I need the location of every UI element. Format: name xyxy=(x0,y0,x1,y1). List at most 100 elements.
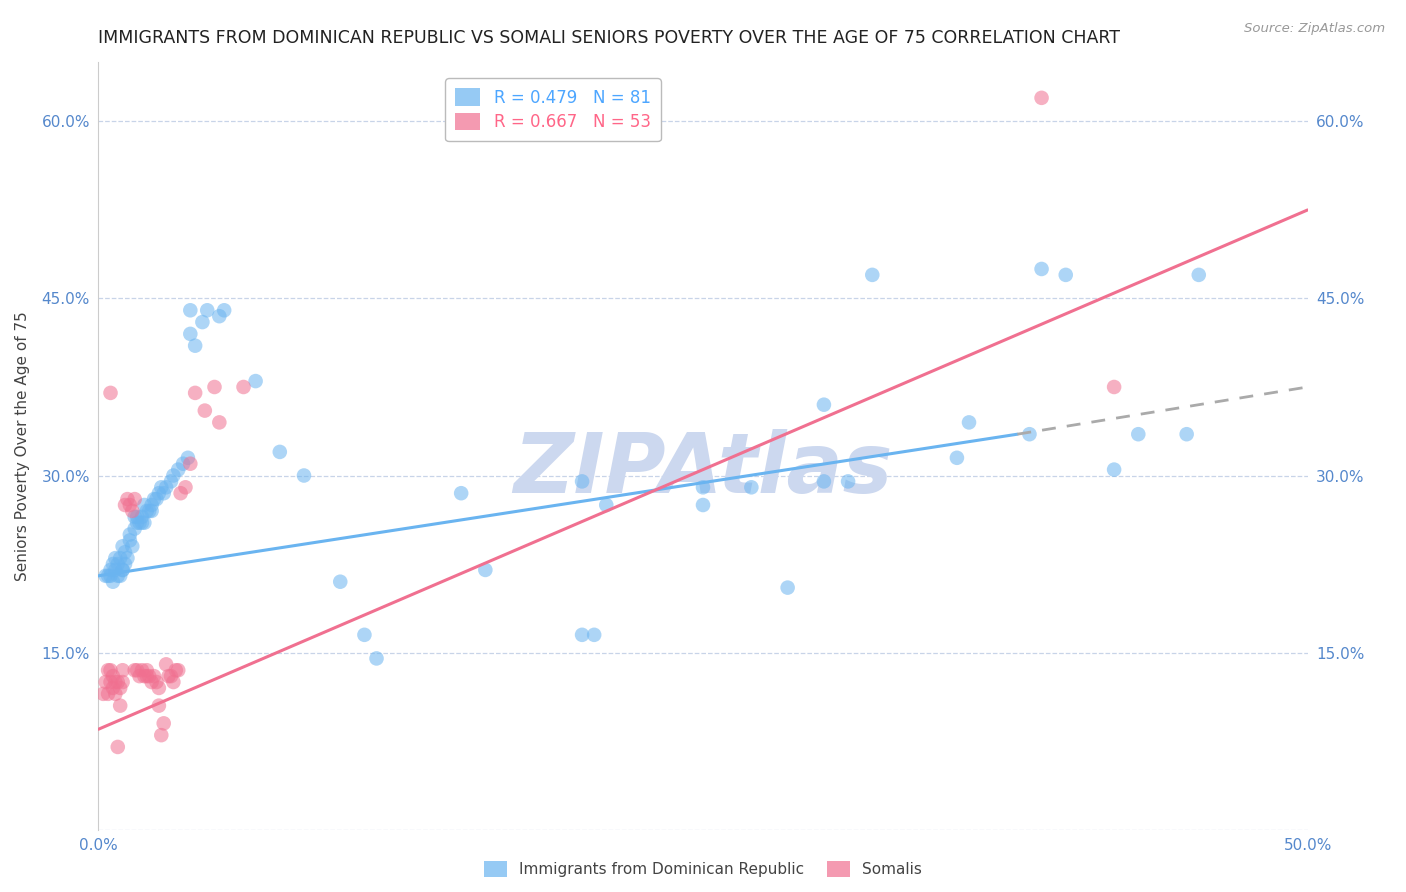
Point xyxy=(107,739,129,754)
Point xyxy=(167,663,190,677)
Point xyxy=(111,675,134,690)
Point xyxy=(145,492,167,507)
Point xyxy=(135,669,157,683)
Point xyxy=(94,675,117,690)
Point xyxy=(135,663,157,677)
Point xyxy=(571,628,593,642)
Point xyxy=(208,309,231,323)
Point xyxy=(474,563,496,577)
Point xyxy=(353,628,375,642)
Point xyxy=(160,669,183,683)
Point xyxy=(1102,380,1125,394)
Point xyxy=(167,462,190,476)
Point xyxy=(232,380,254,394)
Point xyxy=(148,681,170,695)
Point xyxy=(94,569,117,583)
Point xyxy=(1031,262,1053,277)
Point xyxy=(97,663,120,677)
Point xyxy=(177,450,200,465)
Legend: Immigrants from Dominican Republic, Somalis: Immigrants from Dominican Republic, Soma… xyxy=(478,855,928,883)
Point xyxy=(152,486,174,500)
Point xyxy=(813,475,835,489)
Point xyxy=(100,663,122,677)
Point xyxy=(111,563,134,577)
Point xyxy=(148,486,170,500)
Point xyxy=(165,663,187,677)
Point xyxy=(127,663,149,677)
Point xyxy=(194,403,217,417)
Point xyxy=(108,681,131,695)
Point xyxy=(101,669,124,683)
Point xyxy=(1128,427,1150,442)
Point xyxy=(127,516,149,530)
Point xyxy=(134,669,156,683)
Point xyxy=(329,574,352,589)
Point xyxy=(111,539,134,553)
Point xyxy=(141,498,163,512)
Point xyxy=(169,486,191,500)
Point xyxy=(117,551,139,566)
Point xyxy=(174,480,197,494)
Point xyxy=(124,509,146,524)
Point xyxy=(114,557,136,571)
Y-axis label: Seniors Poverty Over the Age of 75: Seniors Poverty Over the Age of 75 xyxy=(15,311,31,581)
Point xyxy=(135,504,157,518)
Point xyxy=(191,315,214,329)
Point xyxy=(141,504,163,518)
Point xyxy=(179,326,201,341)
Point xyxy=(100,569,122,583)
Point xyxy=(143,669,166,683)
Point xyxy=(91,687,114,701)
Point xyxy=(1054,268,1077,282)
Point xyxy=(195,303,218,318)
Point xyxy=(595,498,617,512)
Point xyxy=(108,698,131,713)
Point xyxy=(104,687,127,701)
Point xyxy=(152,716,174,731)
Point xyxy=(131,509,153,524)
Point xyxy=(150,728,173,742)
Point xyxy=(131,516,153,530)
Point xyxy=(1031,91,1053,105)
Point xyxy=(145,675,167,690)
Point xyxy=(204,380,226,394)
Point xyxy=(118,533,141,548)
Point xyxy=(946,450,969,465)
Point xyxy=(813,398,835,412)
Point xyxy=(114,545,136,559)
Point xyxy=(100,563,122,577)
Point xyxy=(124,663,146,677)
Point xyxy=(134,498,156,512)
Text: IMMIGRANTS FROM DOMINICAN REPUBLIC VS SOMALI SENIORS POVERTY OVER THE AGE OF 75 : IMMIGRANTS FROM DOMINICAN REPUBLIC VS SO… xyxy=(98,29,1121,47)
Point xyxy=(107,675,129,690)
Point xyxy=(101,557,124,571)
Point xyxy=(97,687,120,701)
Point xyxy=(104,563,127,577)
Point xyxy=(150,480,173,494)
Point xyxy=(141,675,163,690)
Point xyxy=(245,374,267,388)
Text: ZIPAtlas: ZIPAtlas xyxy=(513,428,893,509)
Point xyxy=(138,504,160,518)
Point xyxy=(776,581,799,595)
Point xyxy=(124,522,146,536)
Point xyxy=(128,669,150,683)
Point xyxy=(450,486,472,500)
Point xyxy=(121,539,143,553)
Point xyxy=(160,475,183,489)
Point xyxy=(97,569,120,583)
Point xyxy=(208,416,231,430)
Point xyxy=(740,480,762,494)
Point xyxy=(138,669,160,683)
Point xyxy=(571,475,593,489)
Point xyxy=(1102,462,1125,476)
Point xyxy=(155,657,177,672)
Point xyxy=(127,509,149,524)
Point xyxy=(107,569,129,583)
Point xyxy=(111,663,134,677)
Point xyxy=(143,492,166,507)
Point xyxy=(155,480,177,494)
Point xyxy=(837,475,859,489)
Point xyxy=(118,498,141,512)
Point xyxy=(104,675,127,690)
